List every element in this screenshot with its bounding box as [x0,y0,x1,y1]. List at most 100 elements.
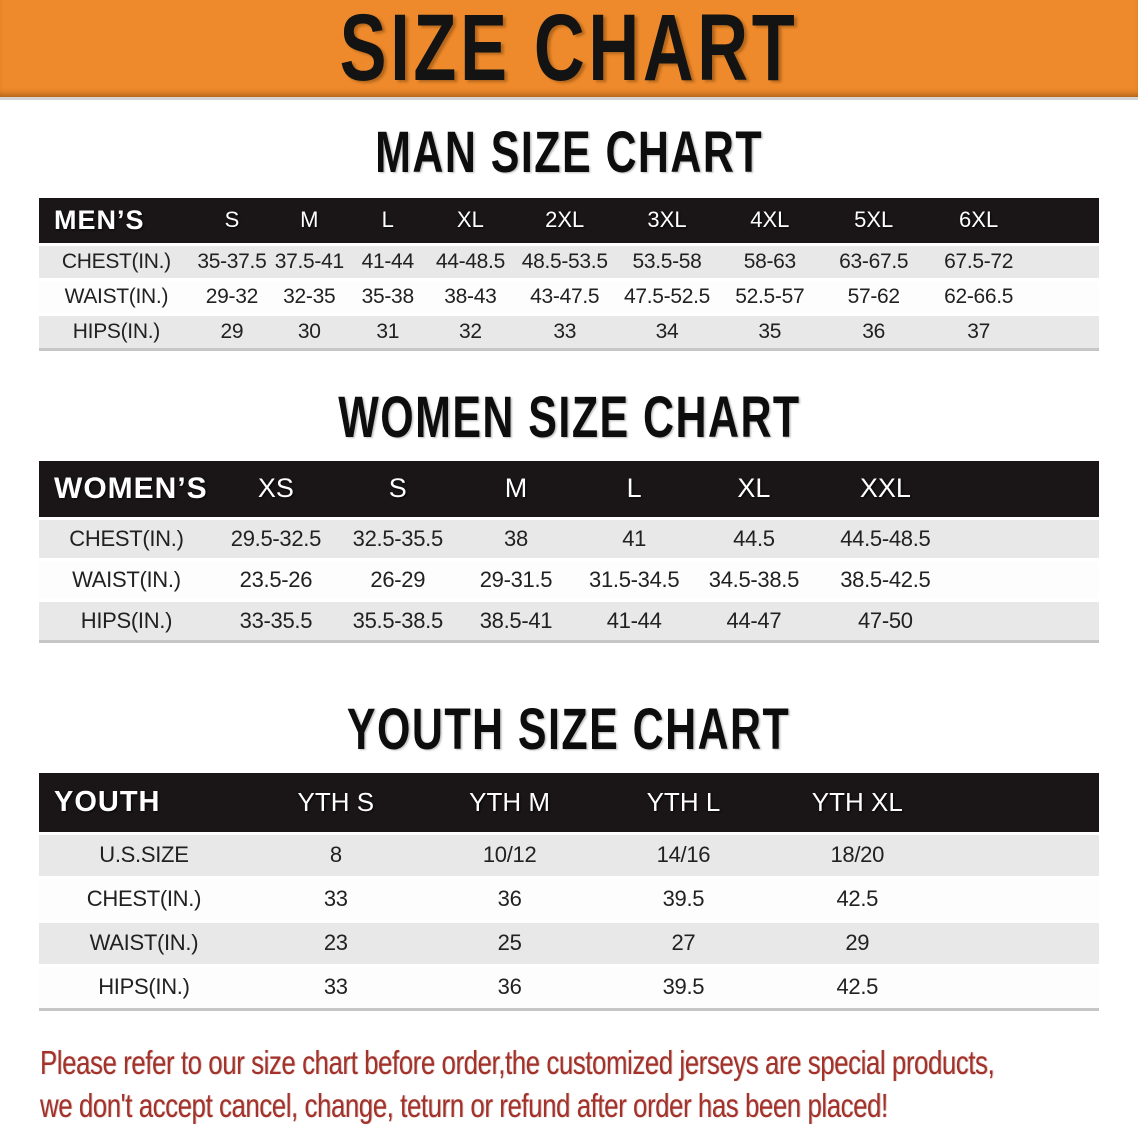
column-header: XXL [813,460,957,520]
table-cell: 34.5-38.5 [694,558,814,601]
youth-size-table: YOUTH YTH S YTH M YTH L YTH XL U.S.SIZE … [39,773,1099,1011]
table-cell: 37 [926,312,1032,349]
table-cell: 63-67.5 [821,244,927,279]
table-cell: 14/16 [596,833,771,877]
filler-cell [1031,312,1099,349]
row-label: CHEST(IN.) [39,518,214,560]
table-cell: 23.5-26 [213,558,338,601]
table-cell: 33 [513,312,616,349]
table-cell: 62-66.5 [926,277,1032,314]
table-cell: 26-29 [337,558,458,601]
column-header: 4XL [718,198,822,246]
column-header: 6XL [926,198,1032,246]
women-heading-text: WOMEN SIZE CHART [337,384,801,450]
table-cell: 44-48.5 [426,244,514,279]
footer-note: Please refer to our size chart before or… [40,1041,1138,1129]
table-cell: 34 [615,312,719,349]
footer-line-1: Please refer to our size chart before or… [40,1043,995,1081]
table-cell: 42.5 [770,875,945,921]
filler-cell [944,773,1099,835]
banner: SIZE CHART [0,0,1138,100]
table-cell: 47.5-52.5 [615,277,719,314]
column-header: MEN’S [39,198,194,246]
filler-cell [956,518,1099,560]
column-header: YTH XL [770,773,945,835]
table-cell: 53.5-58 [615,244,719,279]
table-cell: 41 [574,518,695,560]
row-label: WAIST(IN.) [39,277,194,314]
table-cell: 35 [718,312,822,349]
table-row: CHEST(IN.) 33 36 39.5 42.5 [39,875,1099,921]
column-header: XL [426,198,514,246]
table-cell: 42.5 [770,963,945,1009]
filler-cell [956,599,1099,642]
table-cell: 67.5-72 [926,244,1032,279]
table-cell: 38.5-42.5 [813,558,957,601]
column-header: 2XL [513,198,616,246]
table-row: HIPS(IN.) 29 30 31 32 33 34 35 36 37 [39,312,1099,349]
row-label: CHEST(IN.) [39,244,194,279]
row-label: WAIST(IN.) [39,558,214,601]
table-cell: 44-47 [694,599,814,642]
table-cell: 29 [770,919,945,965]
table-row: HIPS(IN.) 33 36 39.5 42.5 [39,963,1099,1009]
table-cell: 33 [248,963,423,1009]
women-header-row: WOMEN’S XS S M L XL XXL [39,460,1099,520]
table-cell: 32 [426,312,514,349]
filler-cell [1031,244,1099,279]
row-label: U.S.SIZE [39,833,249,877]
table-row: U.S.SIZE 8 10/12 14/16 18/20 [39,833,1099,877]
filler-cell [944,919,1099,965]
table-cell: 25 [422,919,597,965]
table-cell: 38-43 [426,277,514,314]
column-header: M [270,198,349,246]
table-cell: 57-62 [821,277,927,314]
youth-header-row: YOUTH YTH S YTH M YTH L YTH XL [39,773,1099,835]
men-header-row: MEN’S S M L XL 2XL 3XL 4XL 5XL 6XL [39,198,1099,246]
table-cell: 29 [193,312,271,349]
table-cell: 36 [422,963,597,1009]
filler-cell [944,875,1099,921]
men-heading-text: MAN SIZE CHART [375,120,763,185]
column-header: YTH M [422,773,597,835]
filler-cell [1031,277,1099,314]
table-cell: 27 [596,919,771,965]
table-cell: 37.5-41 [270,244,349,279]
table-row: HIPS(IN.) 33-35.5 35.5-38.5 38.5-41 41-4… [39,599,1099,642]
column-header: XS [213,460,338,520]
column-header: M [457,460,575,520]
table-cell: 44.5-48.5 [813,518,957,560]
table-cell: 18/20 [770,833,945,877]
column-header: S [193,198,271,246]
table-cell: 58-63 [718,244,822,279]
table-cell: 44.5 [694,518,814,560]
table-cell: 31.5-34.5 [574,558,695,601]
table-cell: 29-32 [193,277,271,314]
filler-cell [956,460,1099,520]
table-cell: 23 [248,919,423,965]
youth-section-heading: YOUTH SIZE CHART [0,701,1138,759]
table-cell: 41-44 [348,244,427,279]
table-cell: 47-50 [813,599,957,642]
row-label: HIPS(IN.) [39,963,249,1009]
footer-line-2: we don't accept cancel, change, teturn o… [40,1087,888,1125]
column-header: WOMEN’S [39,460,214,520]
table-cell: 30 [270,312,349,349]
table-cell: 43-47.5 [513,277,616,314]
column-header: YOUTH [39,773,249,835]
men-size-table: MEN’S S M L XL 2XL 3XL 4XL 5XL 6XL CHEST… [39,198,1099,351]
women-size-table: WOMEN’S XS S M L XL XXL CHEST(IN.) 29.5-… [39,460,1099,643]
column-header: YTH S [248,773,423,835]
table-cell: 38.5-41 [457,599,575,642]
table-cell: 32-35 [270,277,349,314]
column-header: L [348,198,427,246]
column-header: XL [694,460,814,520]
table-cell: 39.5 [596,875,771,921]
table-cell: 35-38 [348,277,427,314]
table-cell: 8 [248,833,423,877]
table-cell: 29-31.5 [457,558,575,601]
table-cell: 31 [348,312,427,349]
column-header: 3XL [615,198,719,246]
filler-cell [1031,198,1099,246]
